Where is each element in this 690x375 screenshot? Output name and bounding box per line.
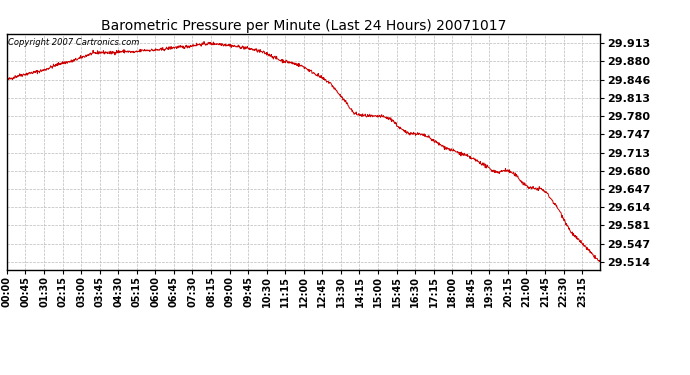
Text: Copyright 2007 Cartronics.com: Copyright 2007 Cartronics.com	[8, 39, 139, 48]
Title: Barometric Pressure per Minute (Last 24 Hours) 20071017: Barometric Pressure per Minute (Last 24 …	[101, 19, 506, 33]
